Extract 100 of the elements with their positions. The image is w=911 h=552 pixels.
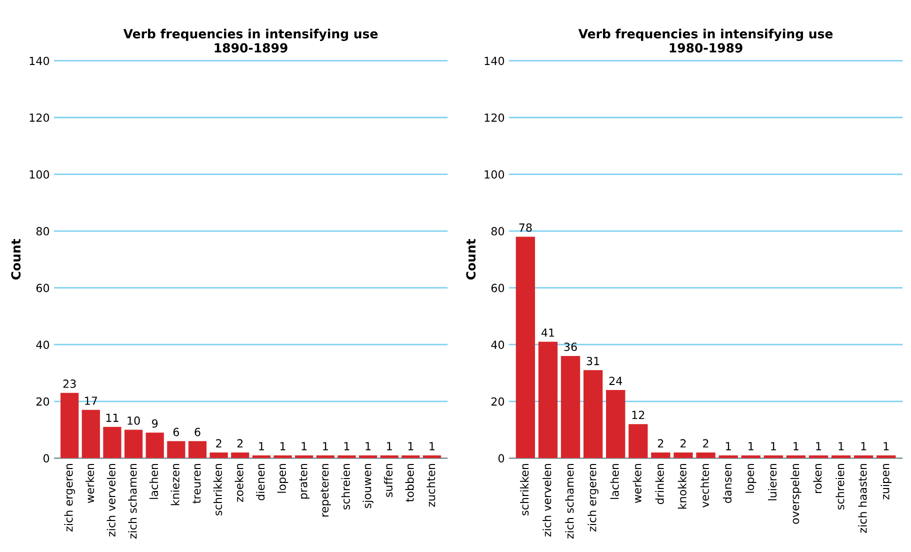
y-tick-label: 140 [484, 56, 504, 66]
bar [583, 370, 603, 458]
chart-subtitle: 1980-1989 [670, 43, 742, 53]
data-label: 1 [771, 442, 776, 450]
x-tick-label: lachen [149, 464, 158, 499]
data-label: 1 [748, 442, 754, 450]
x-tick-label: schreien [836, 464, 844, 510]
x-tick-label: dansen [722, 464, 732, 503]
y-tick-label: 60 [491, 284, 504, 292]
chart-subtitle: 1890-1899 [214, 43, 288, 53]
data-label: 9 [152, 419, 158, 428]
data-label: 1 [794, 442, 798, 450]
x-tick-label: lopen [277, 464, 288, 493]
bar [82, 410, 100, 458]
x-tick-label: lachen [610, 464, 619, 499]
x-tick-label: drinken [655, 464, 664, 504]
x-tick-label: schreien [341, 464, 350, 510]
y-tick-label: 0 [498, 454, 504, 463]
bar [606, 390, 626, 458]
x-tick-label: zoeken [234, 464, 244, 502]
bar [188, 441, 207, 458]
x-tick-label: tobben [405, 464, 414, 502]
y-tick-label: 100 [30, 170, 50, 179]
x-tick-label: praten [299, 464, 310, 499]
x-tick-label: sjouwen [362, 464, 374, 508]
y-tick-label: 140 [30, 56, 50, 66]
bar [231, 452, 250, 458]
data-label: 11 [106, 414, 118, 422]
y-tick-label: 60 [36, 284, 50, 292]
bar [696, 452, 716, 458]
bar [338, 455, 356, 458]
bar [628, 424, 648, 458]
x-tick-label: roken [813, 464, 822, 494]
x-tick-label: dienen [256, 464, 265, 500]
data-label: 1 [387, 442, 392, 450]
chart-title: Verb frequencies in intensifying use [578, 28, 833, 41]
x-tick-label: zich ergeren [64, 464, 75, 532]
bar [210, 452, 228, 458]
bar [651, 452, 670, 458]
data-label: 2 [658, 439, 664, 448]
data-label: 2 [237, 439, 243, 448]
y-tick-label: 120 [484, 113, 504, 122]
bar [103, 426, 122, 458]
data-label: 1 [366, 442, 371, 450]
x-tick-label: lopen [745, 464, 756, 493]
data-label: 2 [703, 439, 708, 448]
data-label: 1 [726, 442, 731, 450]
y-tick-label: 120 [30, 113, 50, 122]
data-label: 41 [541, 328, 554, 337]
x-tick-label: suffen [384, 464, 393, 497]
y-tick-label: 40 [36, 340, 50, 349]
bar [538, 342, 558, 458]
data-label: 1 [430, 442, 434, 450]
chart-title: Verb frequencies in intensifying use [123, 28, 378, 41]
y-tick-label: 20 [36, 397, 50, 406]
data-label: 1 [302, 442, 307, 450]
x-tick-label: schrikken [520, 464, 529, 516]
x-tick-label: zuchten [426, 464, 436, 507]
x-tick-label: kniezen [170, 464, 180, 506]
bar [674, 452, 693, 458]
y-tick-label: 80 [491, 227, 504, 236]
data-label: 24 [609, 376, 622, 385]
y-axis-title: Count [11, 238, 21, 280]
y-axis-title: Count [466, 238, 476, 280]
x-tick-label: vechten [700, 464, 709, 508]
y-tick-label: 0 [43, 454, 50, 463]
data-label: 6 [194, 428, 200, 436]
data-label: 6 [173, 428, 180, 436]
x-tick-label: knokken [678, 464, 686, 509]
x-tick-label: zich schamen [128, 464, 137, 539]
x-tick-label: zich vervelen [542, 464, 552, 537]
y-tick-label: 20 [491, 397, 504, 406]
data-label: 1 [861, 442, 866, 450]
bar [560, 356, 580, 458]
bar [274, 455, 292, 458]
data-label: 12 [632, 410, 644, 420]
x-tick-label: werken [632, 464, 642, 503]
data-label: 23 [63, 380, 76, 388]
bar [146, 432, 164, 458]
bar [60, 392, 79, 458]
data-label: 1 [816, 442, 821, 450]
x-tick-label: zuipen [880, 464, 892, 500]
data-label: 31 [586, 356, 600, 366]
data-label: 2 [216, 439, 222, 448]
x-tick-label: repeteren [320, 464, 331, 516]
bar [167, 441, 186, 458]
data-label: 36 [564, 342, 577, 352]
x-tick-label: schrikken [213, 464, 222, 516]
data-label: 1 [838, 442, 844, 450]
x-tick-label: luieren [768, 464, 777, 500]
data-label: 1 [259, 442, 264, 450]
data-label: 78 [519, 223, 532, 232]
data-label: 1 [280, 442, 286, 450]
data-label: 2 [680, 439, 686, 448]
data-label: 1 [323, 442, 328, 450]
data-label: 10 [128, 416, 140, 425]
data-label: 1 [344, 442, 350, 450]
bar [516, 236, 536, 458]
y-tick-label: 40 [491, 340, 504, 349]
data-label: 17 [85, 396, 98, 405]
